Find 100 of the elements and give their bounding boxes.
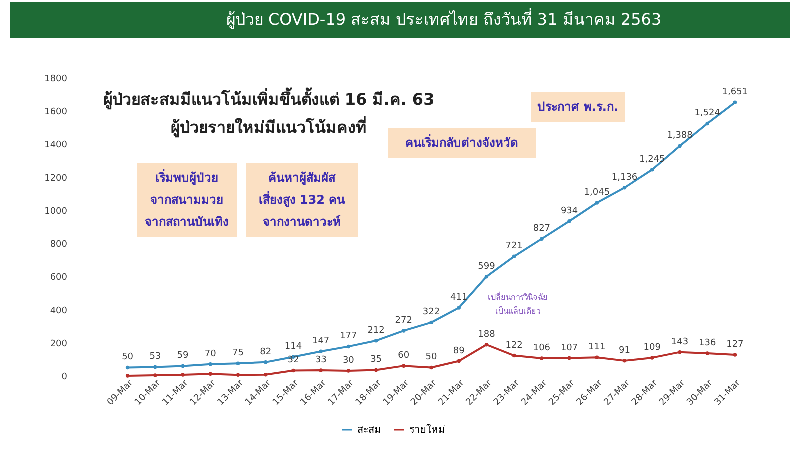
data-label: 827	[533, 224, 551, 234]
point	[346, 369, 351, 373]
point	[319, 368, 323, 372]
y-tick-label: 1400	[44, 140, 68, 151]
point	[126, 374, 130, 378]
data-label: 107	[560, 343, 578, 354]
point	[457, 359, 461, 364]
point	[208, 362, 212, 366]
y-tick-label: 1600	[44, 108, 68, 118]
point	[733, 100, 738, 105]
data-label: 177	[340, 332, 358, 342]
point	[208, 372, 212, 376]
data-label: 75	[232, 348, 244, 359]
point	[374, 368, 378, 372]
data-label: 188	[478, 330, 496, 340]
point	[126, 366, 130, 370]
data-label: 70	[204, 349, 217, 360]
point	[319, 350, 323, 354]
data-label: 60	[398, 351, 410, 362]
data-label: 50	[122, 352, 134, 363]
legend-label: รายใหม่	[410, 424, 446, 436]
data-label: 82	[260, 347, 272, 358]
point	[264, 372, 268, 377]
point	[595, 201, 600, 205]
annotation: ประกาศ พ.ร.ก.	[538, 100, 618, 114]
data-label: 411	[450, 292, 468, 303]
data-label: 143	[671, 337, 689, 348]
data-label: 212	[368, 326, 385, 336]
y-tick-label: 800	[50, 240, 68, 250]
point	[622, 186, 627, 190]
legend-label: สะสม	[358, 425, 382, 436]
point	[457, 306, 461, 310]
point	[236, 362, 240, 366]
point	[484, 274, 489, 279]
data-label: 1,245	[639, 154, 666, 165]
point	[706, 352, 710, 356]
point	[181, 373, 185, 377]
point	[346, 344, 351, 349]
point	[733, 353, 738, 357]
data-label: 721	[506, 242, 523, 252]
point	[154, 374, 158, 378]
data-label: 934	[560, 206, 578, 216]
y-tick-label: 1800	[44, 74, 68, 84]
y-tick-label: 0	[62, 372, 68, 382]
y-tick-label: 400	[50, 306, 68, 316]
point	[430, 366, 434, 370]
chart-title: ผู้ป่วย COVID-19 สะสม ประเทศไทย ถึงวันที่ 31 มีนาคม 2563	[226, 8, 662, 30]
data-label: 322	[422, 308, 440, 318]
data-label: 136	[698, 338, 716, 348]
data-label: 59	[177, 351, 190, 362]
data-label: 32	[288, 356, 300, 366]
point	[540, 237, 544, 241]
data-label: 106	[533, 343, 551, 354]
point	[374, 339, 378, 343]
data-label: 1,651	[722, 88, 748, 98]
data-label: 1,136	[612, 172, 638, 183]
point	[484, 343, 489, 347]
data-label: 127	[726, 340, 744, 350]
point	[154, 365, 158, 370]
point	[568, 356, 572, 360]
annotation: เริ่มพบผู้ป่วย จากสนามมวย จากสถานบันเทิง	[145, 169, 229, 229]
point	[181, 364, 185, 368]
data-label: 599	[478, 262, 496, 272]
point	[512, 254, 516, 258]
data-label: 111	[588, 342, 606, 353]
annotation: คนเริ่มกลับต่างจังหวัด	[406, 134, 518, 150]
data-label: 33	[315, 356, 327, 366]
data-label: 1,524	[694, 108, 721, 119]
data-label: 35	[370, 355, 382, 366]
data-label: 114	[284, 342, 302, 352]
data-label: 30	[342, 356, 355, 366]
data-label: 1,388	[667, 131, 694, 142]
y-tick-label: 600	[50, 273, 68, 284]
text: ผู้ป่วยสะสมมีแนวโน้มเพิ่มขึ้นตั้งแต่ 16 มี.ค. 63	[103, 90, 435, 109]
point	[292, 368, 296, 373]
annotation: ค้นหาผู้สัมผัส เสี่ยงสูง 132 คน จากงานดาวะห์	[258, 171, 346, 229]
point	[595, 356, 600, 360]
point	[236, 373, 240, 378]
point	[568, 220, 572, 224]
text: ผู้ป่วยรายใหม่มีแนวโน้มคงที่	[171, 118, 367, 137]
data-label: 1,045	[584, 188, 610, 198]
point	[540, 356, 544, 360]
data-label: 272	[395, 316, 412, 326]
data-label: 89	[453, 346, 466, 356]
y-tick-label: 1000	[44, 206, 68, 217]
data-label: 50	[426, 352, 438, 363]
point	[402, 329, 406, 333]
y-tick-label: 200	[50, 339, 68, 350]
data-label: 53	[150, 352, 162, 362]
data-label: 109	[644, 342, 662, 353]
point	[264, 360, 268, 364]
point	[678, 144, 682, 148]
point	[650, 356, 654, 360]
data-label: 91	[619, 346, 630, 356]
point	[678, 350, 682, 354]
point	[402, 364, 406, 368]
data-label: 147	[312, 336, 330, 347]
point	[512, 354, 516, 358]
point	[430, 320, 434, 325]
y-tick-label: 1200	[44, 174, 68, 184]
